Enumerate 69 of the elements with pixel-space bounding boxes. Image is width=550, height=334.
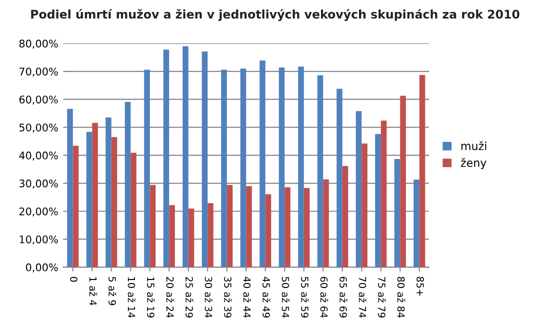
x-tick-label: 70 až 74 bbox=[358, 277, 367, 318]
x-tick-label: 35 až 39 bbox=[224, 276, 232, 318]
x-tick-label: 60 až 64 bbox=[320, 276, 328, 318]
y-tick-label: 20,00% bbox=[19, 207, 58, 216]
x-tick-label: 5 až 9 bbox=[108, 276, 116, 306]
x-tick-label: 20 až 24 bbox=[166, 276, 174, 318]
bar bbox=[163, 50, 170, 268]
x-tick-label: 40 až 44 bbox=[243, 276, 252, 318]
bar bbox=[298, 66, 304, 268]
bar bbox=[400, 96, 406, 268]
y-tick-label: 40,00% bbox=[19, 152, 58, 160]
x-tick-label: 15 až 19 bbox=[147, 277, 155, 318]
bar bbox=[208, 203, 214, 268]
bar bbox=[323, 179, 329, 268]
y-tick-label: 80,00% bbox=[19, 40, 58, 49]
bar bbox=[265, 194, 272, 268]
x-tick-label: 75 až 79 bbox=[378, 277, 386, 318]
y-tick-label: 10,00% bbox=[20, 235, 58, 244]
bar bbox=[67, 108, 73, 268]
bar bbox=[304, 188, 310, 268]
bar bbox=[336, 88, 342, 268]
y-tick-label: 50,00% bbox=[19, 124, 58, 133]
chart-title: Podiel úmrtí mužov a žien v jednotlivých vekových skupinách za rok 2010 bbox=[31, 9, 520, 22]
y-tick-label: 30,00% bbox=[19, 180, 58, 188]
bar bbox=[375, 134, 381, 268]
x-tick-label: 45 až 49 bbox=[262, 276, 270, 318]
bar bbox=[72, 146, 79, 268]
bar bbox=[86, 132, 92, 268]
x-tick-label: 55 až 59 bbox=[301, 276, 309, 318]
bar bbox=[130, 152, 136, 268]
bar bbox=[356, 111, 362, 268]
bar bbox=[380, 120, 387, 268]
bar bbox=[284, 187, 290, 268]
bar bbox=[260, 60, 266, 268]
bar bbox=[221, 70, 227, 268]
bar bbox=[106, 118, 112, 268]
y-tick-label: 60,00% bbox=[19, 96, 58, 105]
x-tick-label: 65 až 69 bbox=[340, 276, 348, 318]
bar bbox=[414, 180, 420, 268]
x-tick-label: 0 bbox=[70, 276, 78, 282]
bar bbox=[144, 70, 150, 268]
bar bbox=[226, 184, 233, 268]
x-tick-label: 85+ bbox=[416, 276, 424, 296]
bar bbox=[111, 137, 118, 268]
bar bbox=[394, 158, 400, 268]
bar bbox=[317, 75, 324, 268]
bar bbox=[124, 102, 131, 268]
bar bbox=[169, 205, 175, 268]
bar bbox=[246, 186, 252, 268]
bar bbox=[188, 208, 194, 268]
x-tick-label: 1 až 4 bbox=[89, 277, 98, 306]
x-tick-label: 80 až 84 bbox=[397, 276, 406, 318]
bar bbox=[419, 75, 426, 268]
bar bbox=[202, 52, 208, 268]
bar bbox=[240, 68, 246, 268]
bar bbox=[278, 67, 285, 268]
x-tick-label: 25 až 29 bbox=[186, 276, 194, 318]
x-tick-label: 30 až 34 bbox=[204, 276, 213, 318]
x-tick-label: 50 až 54 bbox=[282, 276, 290, 318]
y-tick-label: 0,00% bbox=[26, 263, 58, 272]
bar bbox=[342, 166, 348, 268]
bar bbox=[92, 122, 98, 268]
legend-label: muži bbox=[461, 141, 486, 150]
bar bbox=[182, 46, 188, 268]
bar bbox=[150, 184, 156, 268]
legend-label: ženy bbox=[460, 158, 486, 170]
y-tick-label: 70,00% bbox=[20, 68, 58, 77]
x-tick-label: 10 až 14 bbox=[128, 277, 136, 318]
bar bbox=[362, 144, 368, 268]
